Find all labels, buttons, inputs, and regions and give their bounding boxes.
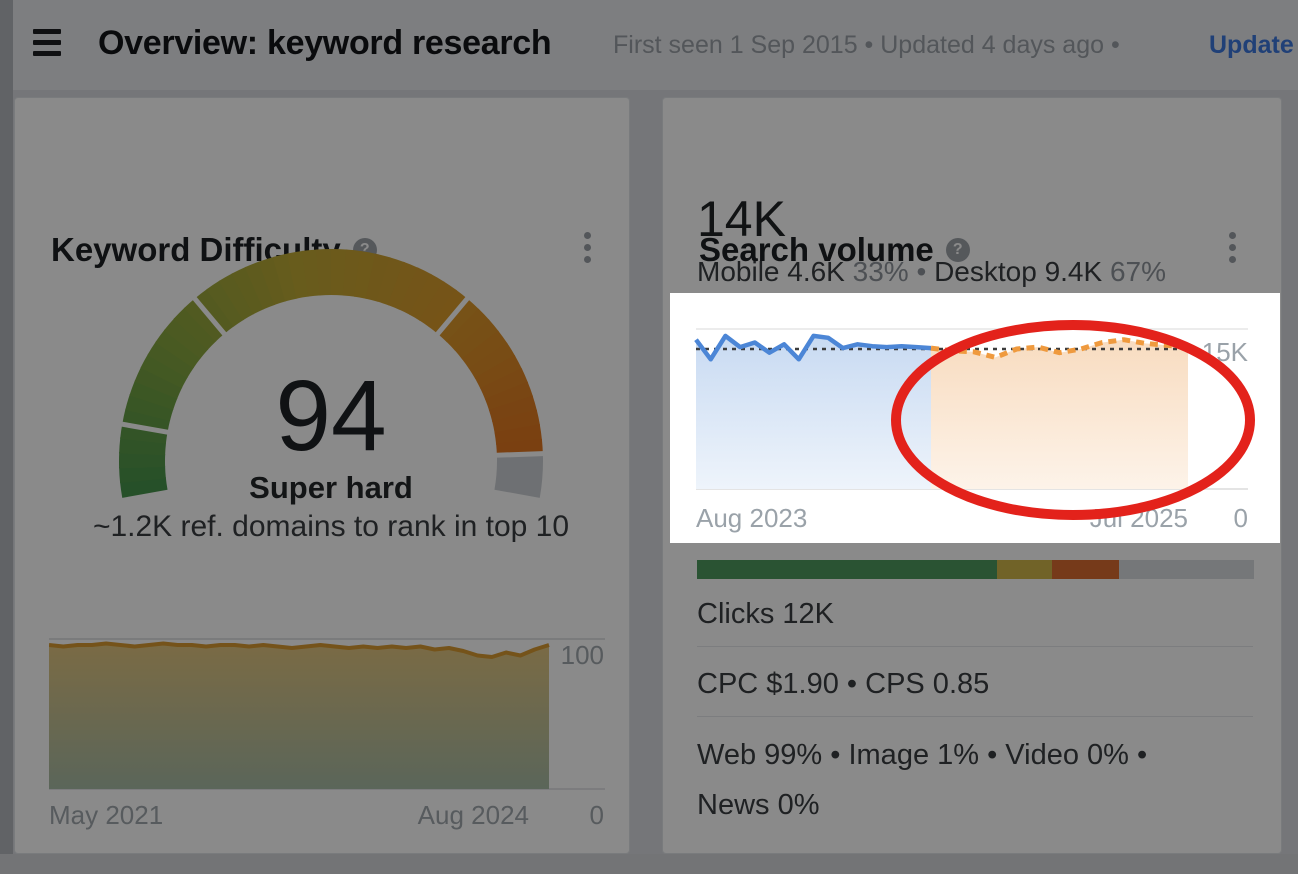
clicks-stat: Clicks 12K <box>697 598 834 630</box>
kd-axis-zero: 0 <box>589 800 604 830</box>
page-title: Overview: keyword research <box>98 24 552 62</box>
kd-score: 94 <box>275 360 387 472</box>
sv-axis-start-date: Aug 2023 <box>696 503 808 533</box>
sv-axis-zero: 0 <box>1233 503 1248 533</box>
sv-axis-end-date: Jul 2025 <box>1089 503 1188 533</box>
serp-types-stat-line1: Web 99% • Image 1% • Video 0% • <box>697 739 1148 771</box>
sv-card-title: Search volume <box>699 231 934 268</box>
help-icon[interactable]: ? <box>945 238 970 262</box>
sv-desktop-pct: 67% <box>1109 256 1167 287</box>
cpc-cps-stat: CPC $1.90 • CPS 0.85 <box>697 668 990 700</box>
clicks-bar-segment-gray <box>1119 560 1254 579</box>
divider <box>697 716 1253 717</box>
divider <box>697 646 1253 647</box>
kd-severity-label: Super hard <box>249 470 413 505</box>
sv-mobile-value: Mobile 4.6K <box>697 256 845 287</box>
kd-axis-start-date: May 2021 <box>49 800 164 830</box>
kebab-menu-icon[interactable] <box>580 230 594 265</box>
kd-axis-end-date: Aug 2024 <box>417 800 529 830</box>
page-meta: First seen 1 Sep 2015 • Updated 4 days a… <box>613 31 1120 59</box>
clicks-bar-segment-green <box>697 560 998 579</box>
serp-types-stat-line2: News 0% <box>697 789 820 821</box>
sv-mobile-pct: 33% <box>852 256 909 287</box>
window-bottom-edge <box>0 854 1298 874</box>
window-left-edge <box>0 0 13 874</box>
clicks-bar-segment-yellow <box>997 560 1053 579</box>
kd-history-chart <box>49 638 605 790</box>
sv-axis-15k: 15K <box>1201 337 1248 367</box>
clicks-distribution-bar <box>697 560 1254 579</box>
sv-total-volume: 14K <box>697 191 786 247</box>
sv-desktop-value: Desktop 9.4K <box>934 256 1103 287</box>
keyword-difficulty-card: Keyword Difficulty ? 94 Super hard ~1.2K… <box>14 97 630 854</box>
kd-axis-max: 100 <box>560 640 604 670</box>
page-header: Overview: keyword research First seen 1 … <box>13 0 1298 90</box>
hamburger-menu-icon[interactable] <box>33 29 61 56</box>
kebab-menu-icon[interactable] <box>1225 230 1239 265</box>
clicks-bar-segment-orange <box>1052 560 1120 579</box>
sv-chart-spotlight: 15K Aug 2023 Jul 2025 0 <box>670 293 1280 543</box>
kd-ref-domains-note: ~1.2K ref. domains to rank in top 10 <box>92 510 570 543</box>
sv-device-breakdown: Mobile 4.6K 33% • Desktop 9.4K 67% <box>697 256 1167 287</box>
update-link[interactable]: Update <box>1209 31 1294 59</box>
kd-gauge-chart <box>118 249 546 498</box>
